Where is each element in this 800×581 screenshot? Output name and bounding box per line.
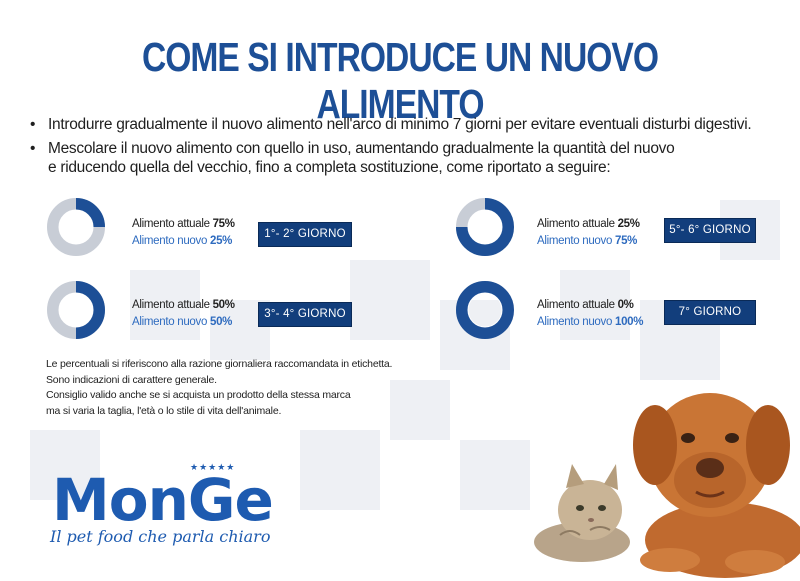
new-food-pct: 75% (614, 235, 638, 247)
donut-stage-3 (456, 198, 514, 256)
new-food-label: Alimento nuovo (537, 235, 613, 247)
note-line-4: ma si varia la taglia, l'età o lo stile … (46, 404, 282, 417)
current-food-pct: 75% (212, 218, 235, 230)
bullet-dot: • (30, 116, 36, 133)
logo-tagline: Il pet food che parla chiaro (50, 527, 271, 546)
bullet-2-line-2: e riducendo quella del vecchio, fino a c… (48, 159, 611, 176)
current-food-label: Alimento attuale (537, 218, 615, 230)
current-food-pct: 25% (617, 218, 640, 230)
current-food-label: Alimento attuale (132, 218, 210, 230)
bullet-1-line-1: Introdurre gradualmente il nuovo aliment… (48, 116, 752, 133)
current-food-pct: 0% (617, 299, 634, 311)
donut-inner-edge (467, 209, 503, 245)
current-food-label: Alimento attuale (132, 299, 210, 311)
day-badge-stage-1: 1°- 2° GIORNO (258, 222, 352, 247)
bullet-2-line-1: Mescolare il nuovo alimento con quello i… (48, 140, 675, 157)
donut-new-food-segment (456, 281, 514, 339)
donut-stage-1 (47, 198, 105, 256)
donut-stage-4 (456, 281, 514, 339)
donut-new-food-segment (75, 281, 105, 339)
bullet-dot: • (30, 140, 36, 157)
donut-new-food-segment (456, 198, 514, 256)
current-food-pct: 50% (212, 299, 235, 311)
new-food-label: Alimento nuovo (537, 316, 613, 328)
day-badge-stage-4: 7° GIORNO (664, 300, 756, 325)
stage-3-label: Alimento attuale 25% Alimento nuovo 75% (537, 216, 640, 250)
donut-inner-edge (58, 292, 94, 328)
new-food-pct: 25% (209, 235, 233, 247)
logo-stars: ★★★★★ (190, 462, 236, 472)
donut-inner-edge (467, 292, 503, 328)
day-badge-stage-3: 5°- 6° GIORNO (664, 218, 756, 243)
page-title: COME SI INTRODUCE UN NUOVO ALIMENTO (141, 34, 659, 127)
note-line-1: Le percentuali si riferiscono alla razio… (46, 358, 393, 370)
new-food-label: Alimento nuovo (132, 235, 208, 247)
new-food-pct: 50% (209, 316, 233, 328)
new-food-pct: 100% (614, 316, 644, 328)
donut-new-food-segment (75, 198, 105, 228)
note-line-2: Sono indicazioni di carattere generale. (46, 373, 217, 386)
new-food-label: Alimento nuovo (132, 316, 208, 328)
note-line-3: Consiglio valido anche se si acquista un… (46, 389, 351, 401)
donut-stage-2 (47, 281, 105, 339)
stage-2-label: Alimento attuale 50% Alimento nuovo 50% (132, 297, 235, 331)
stage-1-label: Alimento attuale 75% Alimento nuovo 25% (132, 216, 235, 250)
day-badge-stage-2: 3°- 4° GIORNO (258, 302, 352, 327)
monge-logo: ★★★★★ MonGe Il pet food che parla chiaro (44, 462, 274, 550)
donut-inner-edge (58, 209, 94, 245)
puppy-and-kitten-illustration (534, 393, 800, 578)
stage-4-label: Alimento attuale 0% Alimento nuovo 100% (537, 297, 644, 331)
kitten-icon (534, 464, 630, 562)
puppy-icon (633, 393, 800, 578)
current-food-label: Alimento attuale (537, 299, 615, 311)
logo-wordmark: MonGe (52, 466, 274, 534)
notes-block: Le percentuali si riferiscono alla razio… (46, 357, 392, 419)
